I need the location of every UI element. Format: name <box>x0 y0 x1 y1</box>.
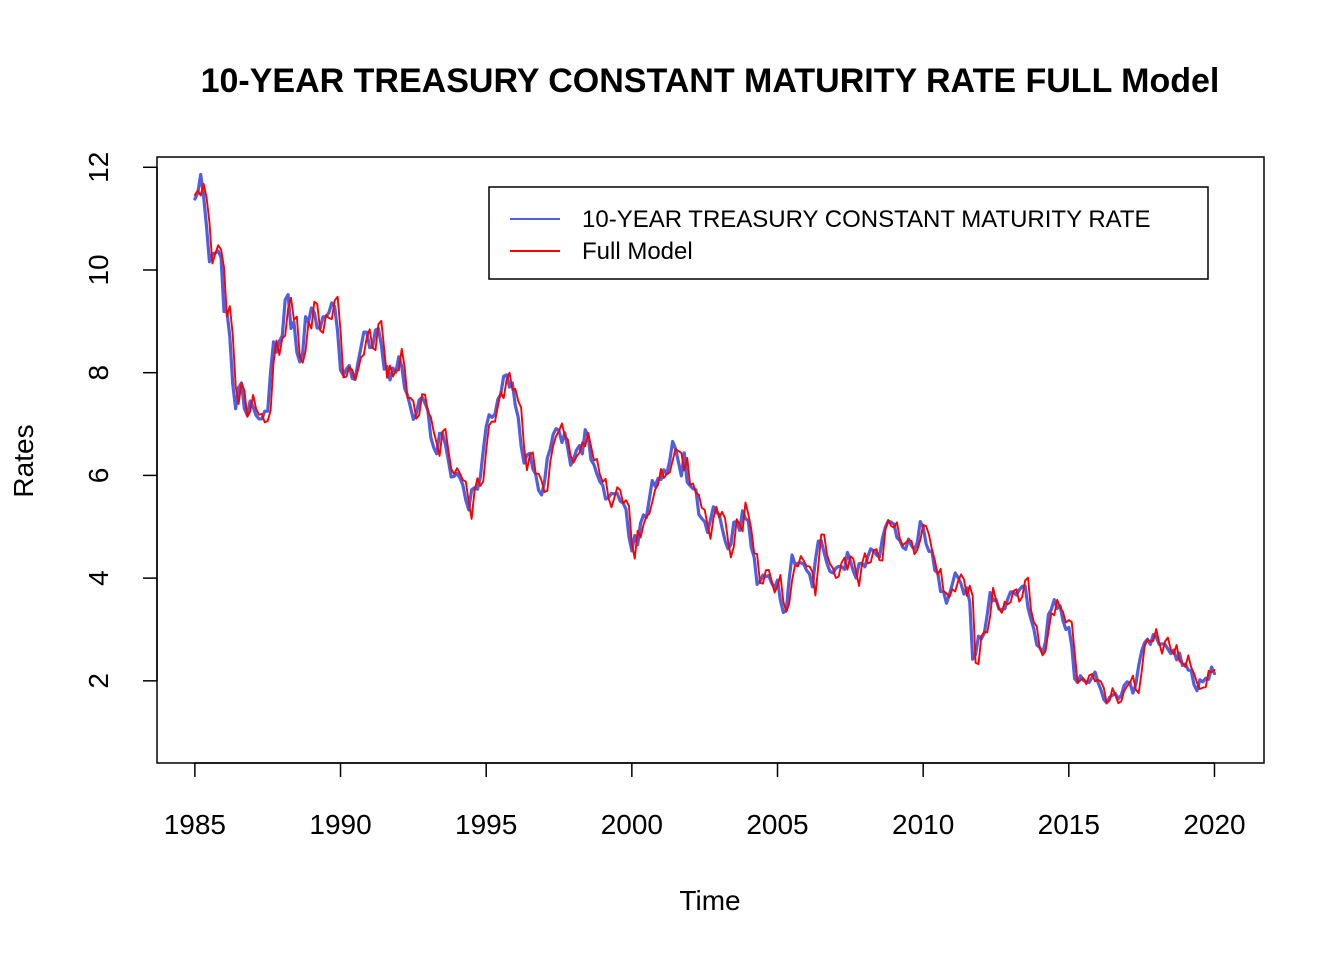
y-tick-label: 10 <box>83 254 114 285</box>
x-axis: 1985 1990 1995 2000 2005 2010 2015 2020 <box>164 762 1246 840</box>
y-tick-label: 8 <box>83 365 114 381</box>
x-tick-label: 2010 <box>892 809 954 840</box>
x-tick-label: 2015 <box>1038 809 1100 840</box>
series-line-1 <box>193 172 1217 705</box>
x-axis-label: Time <box>679 885 740 916</box>
y-tick-label: 4 <box>83 570 114 586</box>
legend: 10-YEAR TREASURY CONSTANT MATURITY RATE F… <box>488 186 1209 280</box>
legend-label: 10-YEAR TREASURY CONSTANT MATURITY RATE <box>582 206 1151 233</box>
legend-label: Full Model <box>582 238 693 265</box>
y-axis: 2 4 6 8 10 12 <box>83 152 158 689</box>
legend-box <box>488 186 1209 280</box>
y-tick-label: 6 <box>83 468 114 484</box>
chart-title: 10-YEAR TREASURY CONSTANT MATURITY RATE … <box>201 62 1220 100</box>
y-axis-label: Rates <box>8 424 39 497</box>
x-tick-label: 2020 <box>1183 809 1245 840</box>
y-tick-label: 12 <box>83 152 114 183</box>
y-tick-label: 2 <box>83 673 114 689</box>
x-tick-label: 2005 <box>746 809 808 840</box>
x-tick-label: 2000 <box>601 809 663 840</box>
x-tick-label: 1985 <box>164 809 226 840</box>
x-tick-label: 1990 <box>309 809 371 840</box>
series-group <box>193 172 1217 705</box>
x-tick-label: 1995 <box>455 809 517 840</box>
series-line-2 <box>193 182 1216 705</box>
